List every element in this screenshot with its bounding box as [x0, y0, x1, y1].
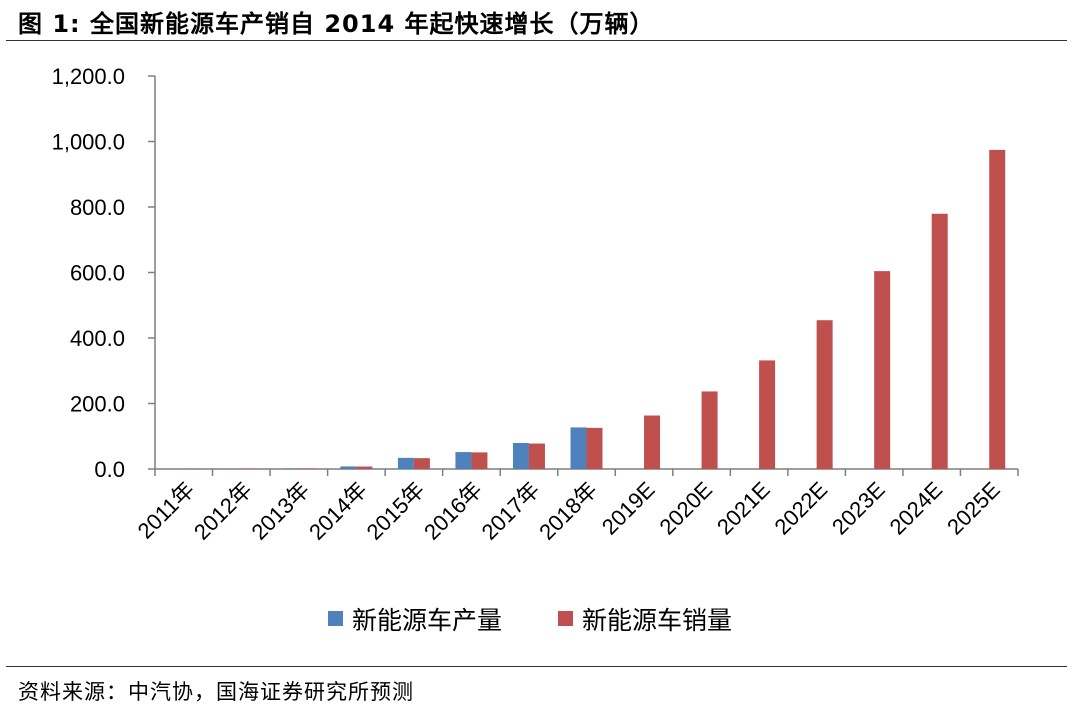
- x-tick-label: 2021E: [712, 477, 775, 540]
- x-axis: 2011年2012年2013年2014年2015年2016年2017年2018年…: [133, 468, 1019, 545]
- production-bar-4: [397, 457, 414, 469]
- sales-bar-6: [528, 443, 545, 469]
- sales-bar-3: [356, 466, 373, 469]
- x-tick-label: 2011年: [133, 477, 200, 544]
- x-tick-label: 2014年: [304, 477, 372, 545]
- sales-bar-4: [413, 458, 430, 469]
- sales-bar-9: [701, 391, 718, 469]
- bars: [167, 149, 1006, 469]
- bottom-rule: [6, 666, 1067, 667]
- y-tick-label: 1,200.0: [52, 64, 125, 89]
- x-tick-label: 2022E: [770, 477, 833, 540]
- x-tick-label: 2016年: [419, 477, 487, 545]
- sales-bar-12: [874, 271, 891, 469]
- x-tick-label: 2023E: [827, 477, 890, 540]
- x-tick-label: 2013年: [247, 477, 315, 545]
- y-tick-label: 600.0: [70, 261, 125, 286]
- sales-bar-11: [816, 320, 833, 469]
- legend: 新能源车产量 新能源车销量: [328, 606, 732, 635]
- production-bar-6: [512, 442, 529, 469]
- source-note: 资料来源：中汽协，国海证券研究所预测: [18, 680, 414, 704]
- legend-swatch-0: [328, 611, 343, 626]
- sales-bar-7: [586, 427, 603, 469]
- x-tick-label: 2024E: [885, 477, 948, 540]
- x-tick-label: 2012年: [189, 477, 257, 545]
- sales-bar-5: [471, 452, 488, 469]
- sales-bar-13: [931, 213, 948, 469]
- sales-bar-14: [989, 149, 1006, 469]
- production-bar-3: [340, 466, 357, 469]
- y-tick-label: 800.0: [70, 195, 125, 220]
- production-bar-7: [570, 427, 587, 469]
- x-tick-label: 2017年: [477, 477, 545, 545]
- y-tick-label: 400.0: [70, 326, 125, 351]
- x-tick-label: 2015年: [362, 477, 430, 545]
- production-bar-5: [455, 452, 472, 469]
- x-tick-label: 2019E: [597, 477, 660, 540]
- sales-bar-8: [644, 415, 661, 469]
- production-bar-2: [282, 468, 299, 469]
- bar-chart: 0.0 200.0 400.0 600.0 800.0 1,000.0 1,200.0 20…: [52, 64, 1019, 635]
- legend-label-0: 新能源车产量: [352, 606, 502, 635]
- x-tick-label: 2018年: [534, 477, 602, 545]
- legend-swatch-1: [558, 611, 573, 626]
- y-axis: 0.0 200.0 400.0 600.0 800.0 1,000.0 1,200.0: [52, 64, 156, 482]
- x-tick-label: 2025E: [942, 477, 1005, 540]
- y-tick-label: 1,000.0: [52, 130, 125, 155]
- top-rule: [6, 40, 1067, 41]
- sales-bar-2: [298, 468, 315, 469]
- sales-bar-10: [759, 360, 776, 469]
- x-tick-label: 2020E: [654, 477, 717, 540]
- y-tick-label: 0.0: [94, 457, 125, 482]
- legend-label-1: 新能源车销量: [582, 606, 732, 635]
- y-tick-label: 200.0: [70, 392, 125, 417]
- figure-title: 图 1: 全国新能源车产销自 2014 年起快速增长（万辆）: [18, 10, 655, 38]
